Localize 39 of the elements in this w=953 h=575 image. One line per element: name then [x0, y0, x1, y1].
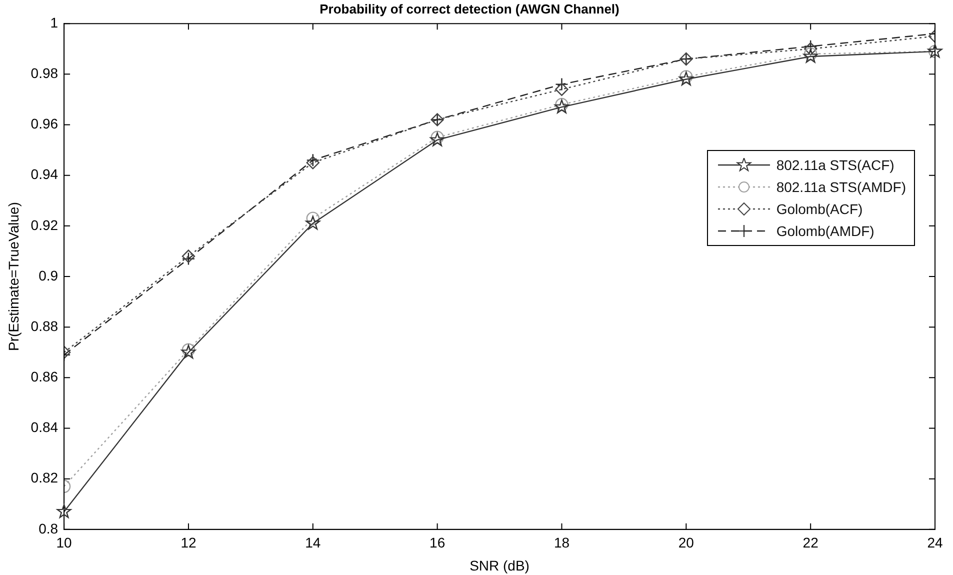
x-tick-label: 16 — [430, 534, 446, 551]
y-tick-label: 0.98 — [30, 65, 58, 82]
y-tick-label: 0.96 — [30, 116, 58, 132]
point — [306, 154, 320, 167]
y-tick-label: 0.88 — [30, 318, 58, 334]
x-tick-label: 12 — [180, 534, 196, 551]
y-tick-label: 0.86 — [30, 368, 58, 385]
y-tick-label: 0.8 — [38, 520, 58, 536]
point — [804, 42, 818, 56]
point — [56, 504, 72, 518]
y-axis-title: Pr(Estimate=TrueValue) — [5, 202, 22, 351]
x-tick-label: 14 — [305, 534, 321, 551]
x-tick-label: 24 — [927, 534, 943, 551]
point — [182, 252, 196, 266]
legend-label: 802.11a STS(ACF) — [776, 157, 894, 174]
y-tick-label: 0.84 — [30, 419, 58, 436]
y-tick-label: 0.92 — [30, 216, 58, 233]
point — [555, 82, 568, 96]
x-tick-label: 20 — [678, 534, 694, 551]
legend-label: 802.11a STS(AMDF) — [776, 179, 906, 196]
x-axis-title: SNR (dB) — [470, 557, 530, 574]
y-tick-label: 0.94 — [30, 166, 58, 182]
point — [182, 250, 196, 263]
legend-label: Golomb(ACF) — [776, 201, 863, 218]
legend-label: Golomb(AMDF) — [776, 223, 874, 240]
point — [804, 40, 818, 53]
point — [306, 156, 320, 170]
y-tick-label: 0.9 — [38, 267, 58, 284]
point — [555, 78, 568, 91]
point — [928, 44, 942, 58]
x-tick-label: 10 — [56, 534, 72, 551]
y-tick-label: 0.82 — [30, 470, 58, 486]
point — [181, 344, 196, 359]
x-tick-label: 18 — [554, 534, 570, 551]
point — [306, 216, 320, 230]
y-tick-label: 1 — [50, 14, 58, 30]
x-tick-label: 22 — [802, 534, 819, 551]
point — [182, 343, 196, 356]
chart-title: Probability of correct detection (AWGN Channel) — [320, 1, 620, 16]
